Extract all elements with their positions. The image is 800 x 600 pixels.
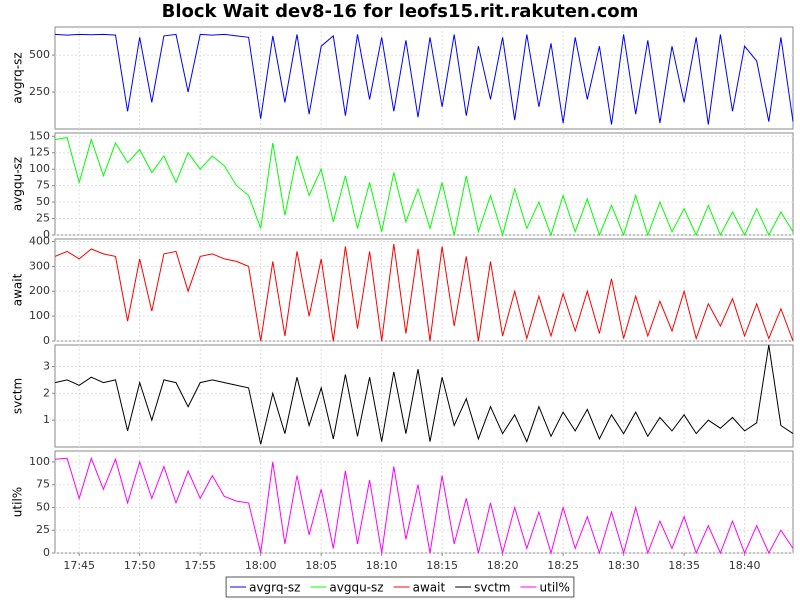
y-axis-label: avgqu-sz [11,157,25,211]
legend-label: await [413,581,446,595]
x-tick-label: 18:00 [245,559,277,572]
y-tick-label: 150 [29,129,50,142]
y-tick-label: 100 [29,162,50,175]
data-line [54,344,794,445]
x-tick-label: 17:55 [184,559,216,572]
y-axis-label: await [11,273,25,306]
legend: avgrq-sz avgqu-sz await svctm util% [225,576,575,598]
y-axis-label: svctm [11,378,25,414]
y-tick-label: 0 [43,228,50,241]
data-line [54,243,794,342]
y-tick-label: 100 [29,455,50,468]
legend-label: util% [540,581,570,595]
y-tick-label: 50 [36,500,50,513]
panel [54,450,794,554]
y-tick-label: 400 [29,234,50,247]
chart-title: Block Wait dev8-16 for leofs15.rit.rakut… [162,1,639,22]
data-line [54,33,794,125]
data-line [54,456,794,555]
x-tick-label: 18:35 [668,559,700,572]
y-tick-label: 75 [36,478,50,491]
panel [54,132,794,236]
x-tick-label: 18:05 [305,559,337,572]
y-axis-label: avgrq-sz [11,52,25,103]
y-tick-label: 1 [43,413,50,426]
y-tick-label: 100 [29,309,50,322]
y-tick-label: 250 [29,85,50,98]
y-tick-label: 300 [29,259,50,272]
y-tick-label: 2 [43,386,50,399]
legend-label: svctm [474,581,510,595]
panel [54,344,794,448]
y-tick-label: 75 [36,179,50,192]
data-line [54,137,794,237]
y-tick-label: 25 [36,523,50,536]
x-tick-label: 18:15 [426,559,458,572]
y-tick-label: 25 [36,212,50,225]
panel [54,238,794,342]
x-tick-label: 18:30 [608,559,640,572]
y-tick-label: 200 [29,284,50,297]
y-axis-label: util% [11,487,25,517]
y-tick-label: 50 [36,195,50,208]
y-tick-label: 0 [43,546,50,559]
y-tick-label: 500 [29,48,50,61]
y-tick-label: 3 [43,359,50,372]
x-tick-label: 18:10 [366,559,398,572]
y-tick-label: 0 [43,334,50,347]
legend-label: avgqu-sz [329,581,383,595]
x-tick-label: 18:25 [547,559,579,572]
x-tick-label: 18:20 [487,559,519,572]
x-tick-label: 17:45 [63,559,95,572]
x-tick-label: 18:40 [729,559,761,572]
legend-label: avgrq-sz [249,581,300,595]
x-tick-label: 17:50 [124,559,156,572]
y-tick-label: 125 [29,146,50,159]
